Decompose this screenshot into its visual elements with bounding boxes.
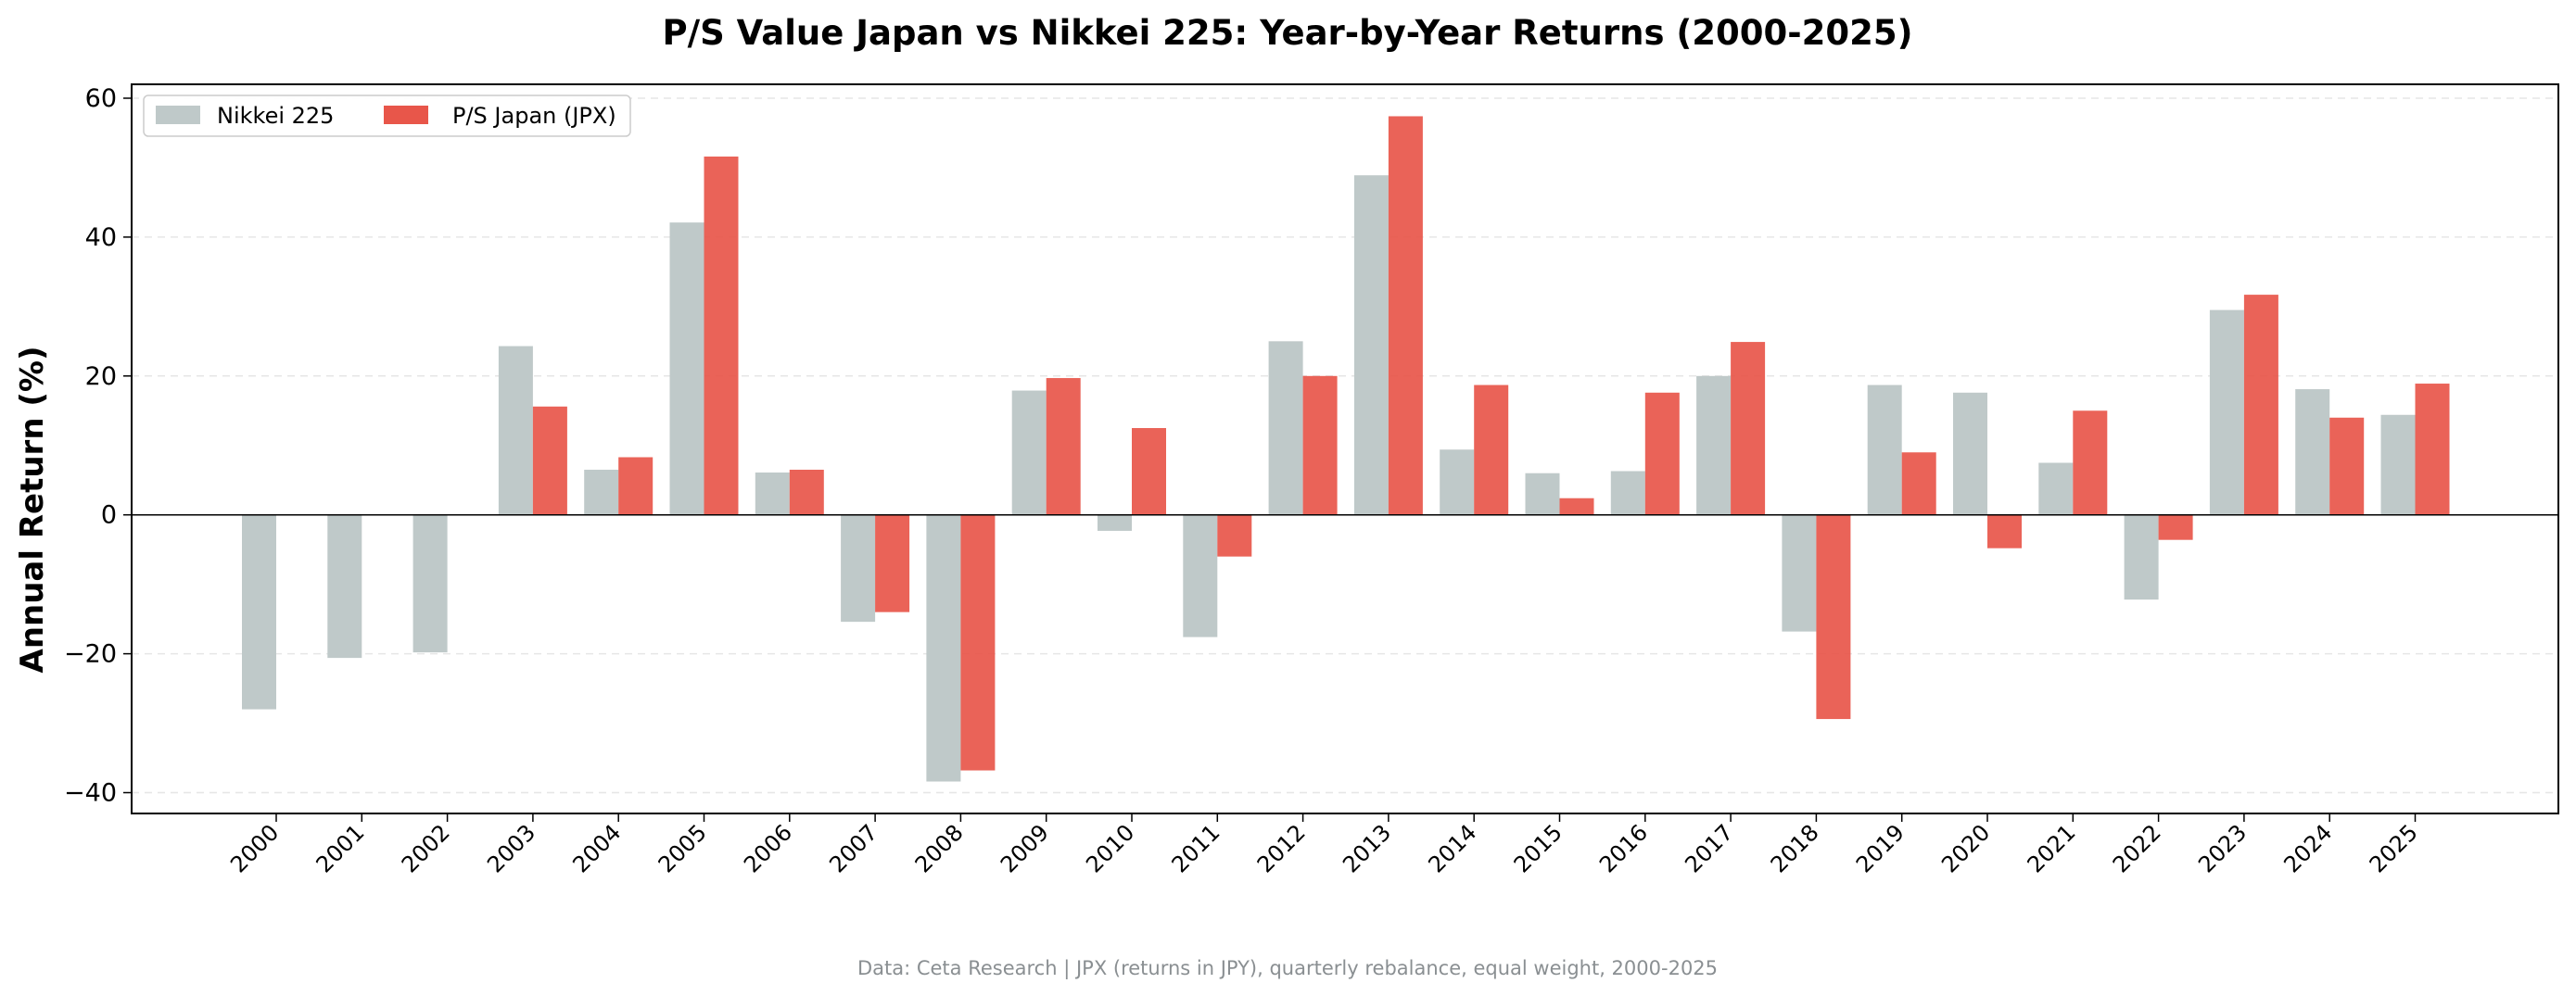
- bar-nikkei-225: [327, 514, 362, 659]
- y-tick-label: 40: [85, 223, 117, 252]
- x-tick-label: 2025: [2365, 819, 2423, 877]
- bar-nikkei-225: [2209, 309, 2244, 515]
- bar-nikkei-225: [926, 514, 961, 782]
- bar-ps-japan: [960, 514, 996, 771]
- x-tick-label: 2021: [2023, 819, 2081, 877]
- bar-nikkei-225: [2295, 389, 2330, 515]
- bar-nikkei-225: [1011, 390, 1047, 515]
- x-ticks: 2000 2001 2002 2003 2004 2005 2006 2007 2008 2009…: [225, 813, 2423, 877]
- bar-nikkei-225: [2124, 514, 2159, 600]
- y-tick-label: 20: [85, 362, 117, 391]
- x-tick-label: 2004: [567, 819, 626, 877]
- legend-label: P/S Japan (JPX): [452, 103, 616, 129]
- bar-ps-japan: [532, 406, 567, 515]
- bar-nikkei-225: [242, 514, 276, 710]
- x-tick-label: 2022: [2108, 819, 2166, 877]
- bar-ps-japan: [1132, 428, 1166, 515]
- bar-ps-japan: [2158, 514, 2193, 540]
- bar-nikkei-225: [1353, 175, 1389, 515]
- bar-ps-japan: [789, 469, 824, 515]
- bar-ps-japan: [1302, 375, 1338, 515]
- bar-nikkei-225: [412, 514, 448, 653]
- x-tick-label: 2015: [1509, 819, 1567, 877]
- bar-ps-japan: [704, 156, 739, 515]
- bar-nikkei-225: [1782, 514, 1817, 632]
- y-ticks: −40 −20 0 20 40 60: [64, 84, 132, 808]
- x-tick-label: 2008: [910, 819, 969, 877]
- gridlines: [132, 97, 2558, 794]
- x-tick-label: 2010: [1081, 819, 1139, 877]
- bar-nikkei-225: [1440, 449, 1475, 515]
- x-tick-label: 2001: [311, 819, 370, 877]
- bar-nikkei-225: [2038, 462, 2074, 515]
- bar-ps-japan: [1816, 514, 1851, 720]
- x-tick-label: 2017: [1680, 819, 1738, 877]
- y-tick-label: 0: [101, 501, 117, 530]
- bar-nikkei-225: [1953, 392, 1987, 515]
- bar-ps-japan: [2073, 410, 2108, 515]
- bar-ps-japan: [2243, 295, 2278, 515]
- legend-swatch: [384, 106, 428, 124]
- bar-ps-japan: [618, 457, 654, 515]
- x-tick-label: 2012: [1252, 819, 1311, 877]
- legend-swatch: [156, 106, 200, 124]
- bar-nikkei-225: [1867, 385, 1902, 515]
- bar-ps-japan: [1731, 342, 1766, 515]
- x-tick-label: 2000: [225, 819, 284, 877]
- bar-ps-japan: [1901, 452, 1936, 515]
- bar-nikkei-225: [1183, 514, 1218, 637]
- y-tick-label: −20: [64, 640, 117, 669]
- x-tick-label: 2023: [2193, 819, 2252, 877]
- legend: Nikkei 225 P/S Japan (JPX): [143, 95, 631, 137]
- bar-ps-japan: [2415, 384, 2450, 515]
- x-tick-label: 2005: [654, 819, 712, 877]
- bar-ps-japan: [1474, 385, 1509, 515]
- y-axis-label: Annual Return (%): [14, 346, 51, 673]
- x-tick-label: 2009: [996, 819, 1054, 877]
- bar-ps-japan: [1217, 514, 1252, 557]
- x-tick-label: 2016: [1594, 819, 1653, 877]
- x-tick-label: 2024: [2278, 819, 2337, 877]
- bar-ps-japan: [1046, 378, 1081, 515]
- x-tick-label: 2011: [1167, 819, 1225, 877]
- bar-nikkei-225: [1268, 341, 1303, 515]
- y-tick-label: 60: [85, 84, 117, 113]
- bar-nikkei-225: [1610, 471, 1645, 515]
- legend-label: Nikkei 225: [217, 103, 334, 129]
- bar-nikkei-225: [1098, 514, 1132, 531]
- x-tick-label: 2020: [1936, 819, 1995, 877]
- x-tick-label: 2007: [824, 819, 882, 877]
- x-tick-label: 2014: [1423, 819, 1481, 877]
- bar-nikkei-225: [2380, 414, 2416, 515]
- x-tick-label: 2013: [1338, 819, 1396, 877]
- bar-ps-japan: [1388, 116, 1423, 515]
- axes: [131, 83, 2559, 814]
- bar-nikkei-225: [669, 222, 704, 515]
- y-tick-label: −40: [64, 779, 117, 808]
- plot-frame: [131, 83, 2559, 814]
- bars: [242, 116, 2450, 782]
- x-tick-label: 2002: [397, 819, 455, 877]
- footnote: Data: Ceta Research | JPX (returns in JP…: [857, 957, 1718, 980]
- bar-nikkei-225: [1525, 473, 1560, 515]
- bar-ps-japan: [1559, 498, 1594, 515]
- x-tick-label: 2006: [739, 819, 797, 877]
- x-tick-label: 2018: [1766, 819, 1824, 877]
- bar-nikkei-225: [584, 469, 619, 515]
- x-tick-label: 2003: [482, 819, 540, 877]
- bar-ps-japan: [2329, 417, 2365, 515]
- bar-nikkei-225: [1696, 375, 1732, 515]
- bar-ps-japan: [1987, 514, 2022, 548]
- bar-nikkei-225: [498, 346, 533, 515]
- chart-title: P/S Value Japan vs Nikkei 225: Year-by-Y…: [662, 13, 1912, 53]
- bar-nikkei-225: [755, 472, 790, 515]
- bar-ps-japan: [875, 514, 910, 612]
- x-tick-label: 2019: [1851, 819, 1910, 877]
- bar-ps-japan: [1644, 392, 1680, 515]
- bar-nikkei-225: [841, 514, 876, 623]
